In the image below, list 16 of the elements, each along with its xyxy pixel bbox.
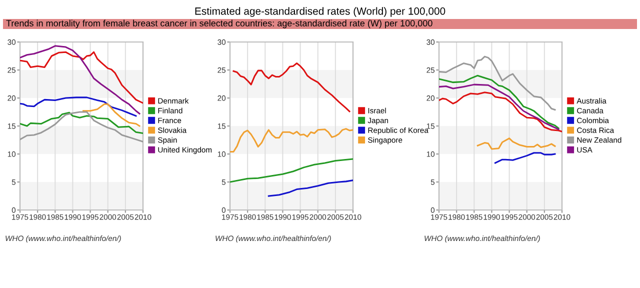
chart-title: Estimated age-standardised rates (World) per 100,000 (195, 7, 446, 17)
line-series (230, 158, 353, 183)
line-series (268, 180, 353, 197)
line-series (20, 51, 143, 104)
chart-subtitle: Trends in mortality from female breast cancer in selected countries: age-standardised rate (W) per 100,000 (6, 20, 432, 28)
line-series (20, 96, 137, 117)
line-series (20, 45, 140, 114)
line-series (439, 74, 560, 130)
line-series (232, 62, 350, 112)
line-series (476, 138, 556, 150)
line-series (439, 92, 562, 132)
line-series (20, 112, 143, 134)
line-series (494, 152, 556, 164)
line-series (82, 103, 140, 127)
line-series (439, 84, 560, 130)
line-series (20, 111, 143, 142)
